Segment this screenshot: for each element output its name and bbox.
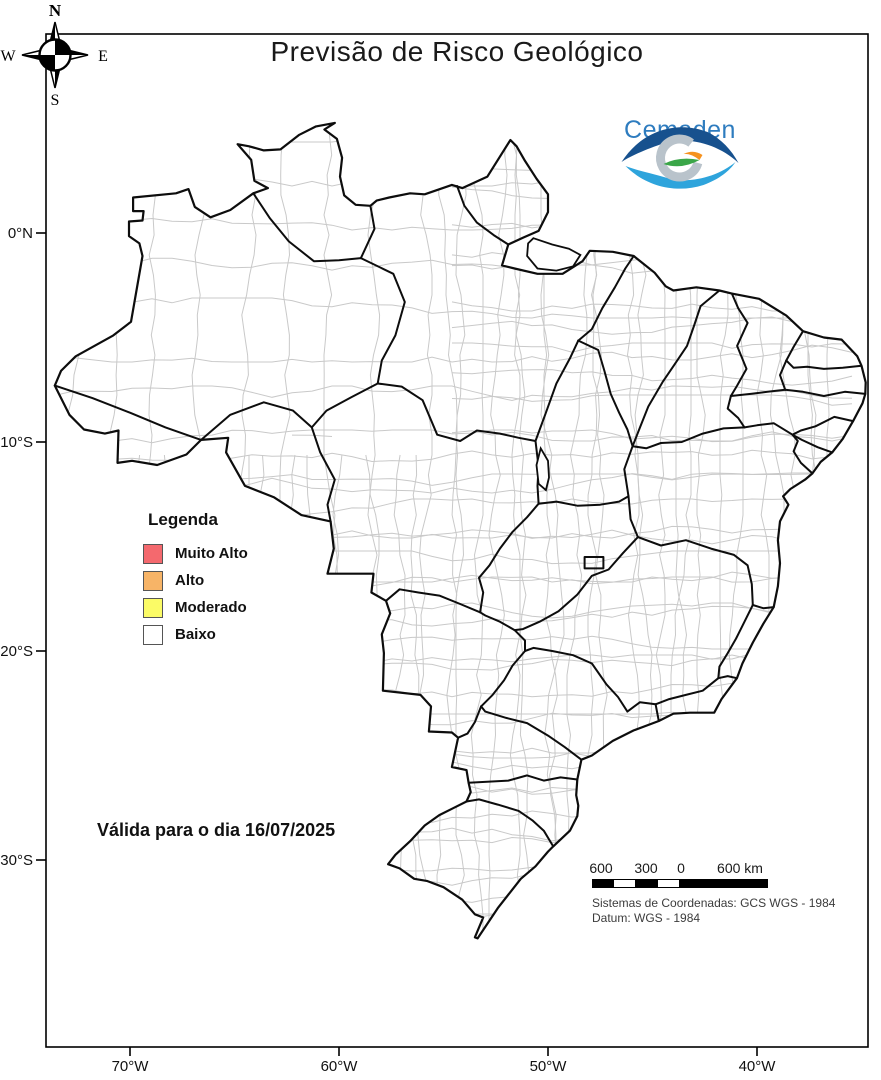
state-border-AC-AM — [53, 384, 203, 441]
legend: Legenda Muito Alto Alto Moderado Baixo — [143, 510, 248, 648]
state-border-BA-ES — [751, 604, 775, 610]
coordinate-system-line: Sistemas de Coordenadas: GCS WGS - 1984 — [592, 896, 836, 910]
state-border-PA-TO — [534, 339, 580, 442]
state-border-GO-MT — [478, 502, 540, 614]
scalebar-segments — [592, 879, 782, 888]
map-frame — [45, 33, 869, 1048]
legend-swatch-icon — [143, 624, 163, 645]
legend-item: Baixo — [143, 621, 248, 648]
state-borders — [53, 185, 867, 848]
state-border-BA-MG — [636, 536, 754, 606]
lat-tick-label: 0°N — [8, 225, 33, 242]
legend-item-label: Alto — [175, 572, 205, 589]
page-title: Previsão de Risco Geológico — [270, 36, 644, 67]
legend-title: Legenda — [148, 510, 218, 529]
legend-item-label: Muito Alto — [175, 545, 248, 562]
lon-tick-label: 70°W — [112, 1058, 150, 1075]
state-border-MG-ES — [717, 604, 754, 680]
state-border-MS-PR — [457, 705, 483, 739]
lat-tick-label: 10°S — [0, 434, 33, 451]
validity-text: Válida para o dia 16/07/2025 — [97, 820, 336, 840]
state-border-MA-PI — [631, 289, 721, 448]
state-border-AL-SE — [791, 433, 834, 454]
scalebar-segment — [680, 879, 768, 888]
state-border-GO-BA — [627, 495, 639, 539]
lat-tick-label: 30°S — [0, 852, 33, 869]
state-border-PI-PE — [726, 395, 746, 429]
scale-bar: 600 300 0 600 km — [589, 860, 782, 888]
lon-tick-label: 40°W — [739, 1058, 777, 1075]
legend-item: Muito Alto — [143, 540, 248, 567]
legend-item: Alto — [143, 567, 248, 594]
state-border-PA-MT — [376, 382, 537, 442]
state-border-MS-MG — [513, 629, 526, 652]
legend-items: Muito Alto Alto Moderado Baixo — [143, 540, 248, 648]
compass-s-label: S — [51, 92, 60, 109]
state-border-SE-BA — [791, 433, 814, 475]
state-border-MG-SP — [524, 646, 657, 713]
scalebar-label: 0 — [677, 860, 685, 876]
legend-item-label: Baixo — [175, 626, 216, 643]
scalebar-label: 600 — [589, 860, 613, 876]
state-border-PI-CE — [729, 292, 749, 397]
cemaden-logo: Cemaden — [616, 116, 744, 189]
legend-swatch-icon — [143, 543, 163, 564]
scalebar-segment — [592, 879, 614, 888]
state-border-PE-BA — [743, 422, 794, 436]
scalebar-segment — [636, 879, 658, 888]
lat-tick-label: 20°S — [0, 643, 33, 660]
state-border-RJ-SP — [654, 703, 660, 722]
cemaden-eye-icon — [621, 127, 739, 189]
legend-item: Moderado — [143, 594, 248, 621]
state-border-PE-AL — [791, 415, 855, 436]
state-border-AM-RR — [252, 192, 362, 263]
state-border-CE-RN — [785, 330, 804, 362]
state-border-DF — [583, 556, 605, 570]
state-border-MS-SP — [480, 650, 526, 708]
state-border-SC-RS — [465, 798, 555, 848]
legend-swatch-icon — [143, 597, 163, 618]
compass-w-label: W — [0, 48, 16, 65]
datum-line: Datum: WGS - 1984 — [592, 911, 701, 925]
compass-e-label: E — [98, 48, 108, 65]
scale-bar-labels: 600 300 0 600 km — [589, 860, 782, 877]
island-0 — [526, 237, 582, 272]
state-border-RN-PB — [785, 359, 863, 370]
coordinate-system-note: Sistemas de Coordenadas: GCS WGS - 1984 … — [592, 896, 835, 926]
state-border-GO-MG — [513, 536, 639, 632]
state-border-MT-MS — [385, 588, 482, 614]
state-border-AM-PA — [359, 257, 406, 385]
country-fill — [54, 122, 866, 939]
island-1 — [535, 445, 550, 492]
state-border-SP-PR — [480, 705, 583, 761]
state-border-PR-SC — [467, 774, 579, 784]
compass-n-label: N — [49, 1, 62, 20]
state-border-TO-BA — [623, 445, 634, 498]
state-border-AP-PA — [456, 185, 510, 246]
state-border-CE-PB — [779, 359, 788, 391]
scalebar-segment — [614, 879, 636, 888]
north-arrow-compass: N S W E — [0, 1, 108, 109]
scalebar-label: 300 — [634, 860, 658, 876]
state-border-AM-MT — [310, 382, 379, 429]
state-border-RR-PA — [359, 204, 376, 260]
state-border-PA-MA — [577, 255, 635, 342]
scalebar-label: 600 km — [717, 860, 763, 876]
lon-tick-label: 60°W — [321, 1058, 359, 1075]
state-border-PB-PE-CE — [729, 388, 867, 397]
state-border-TO-GO — [537, 495, 630, 507]
state-border-MG-RJ — [654, 677, 720, 706]
state-border-ES-RJ — [717, 675, 738, 680]
scalebar-segment — [658, 879, 680, 888]
legend-swatch-icon — [143, 570, 163, 591]
state-border-PI-BA — [631, 426, 746, 450]
state-border-GO-MS — [479, 611, 516, 632]
lon-tick-label: 50°W — [530, 1058, 568, 1075]
legend-item-label: Moderado — [175, 599, 247, 616]
country-outline — [53, 121, 867, 940]
state-border-TO-MA — [577, 339, 634, 448]
